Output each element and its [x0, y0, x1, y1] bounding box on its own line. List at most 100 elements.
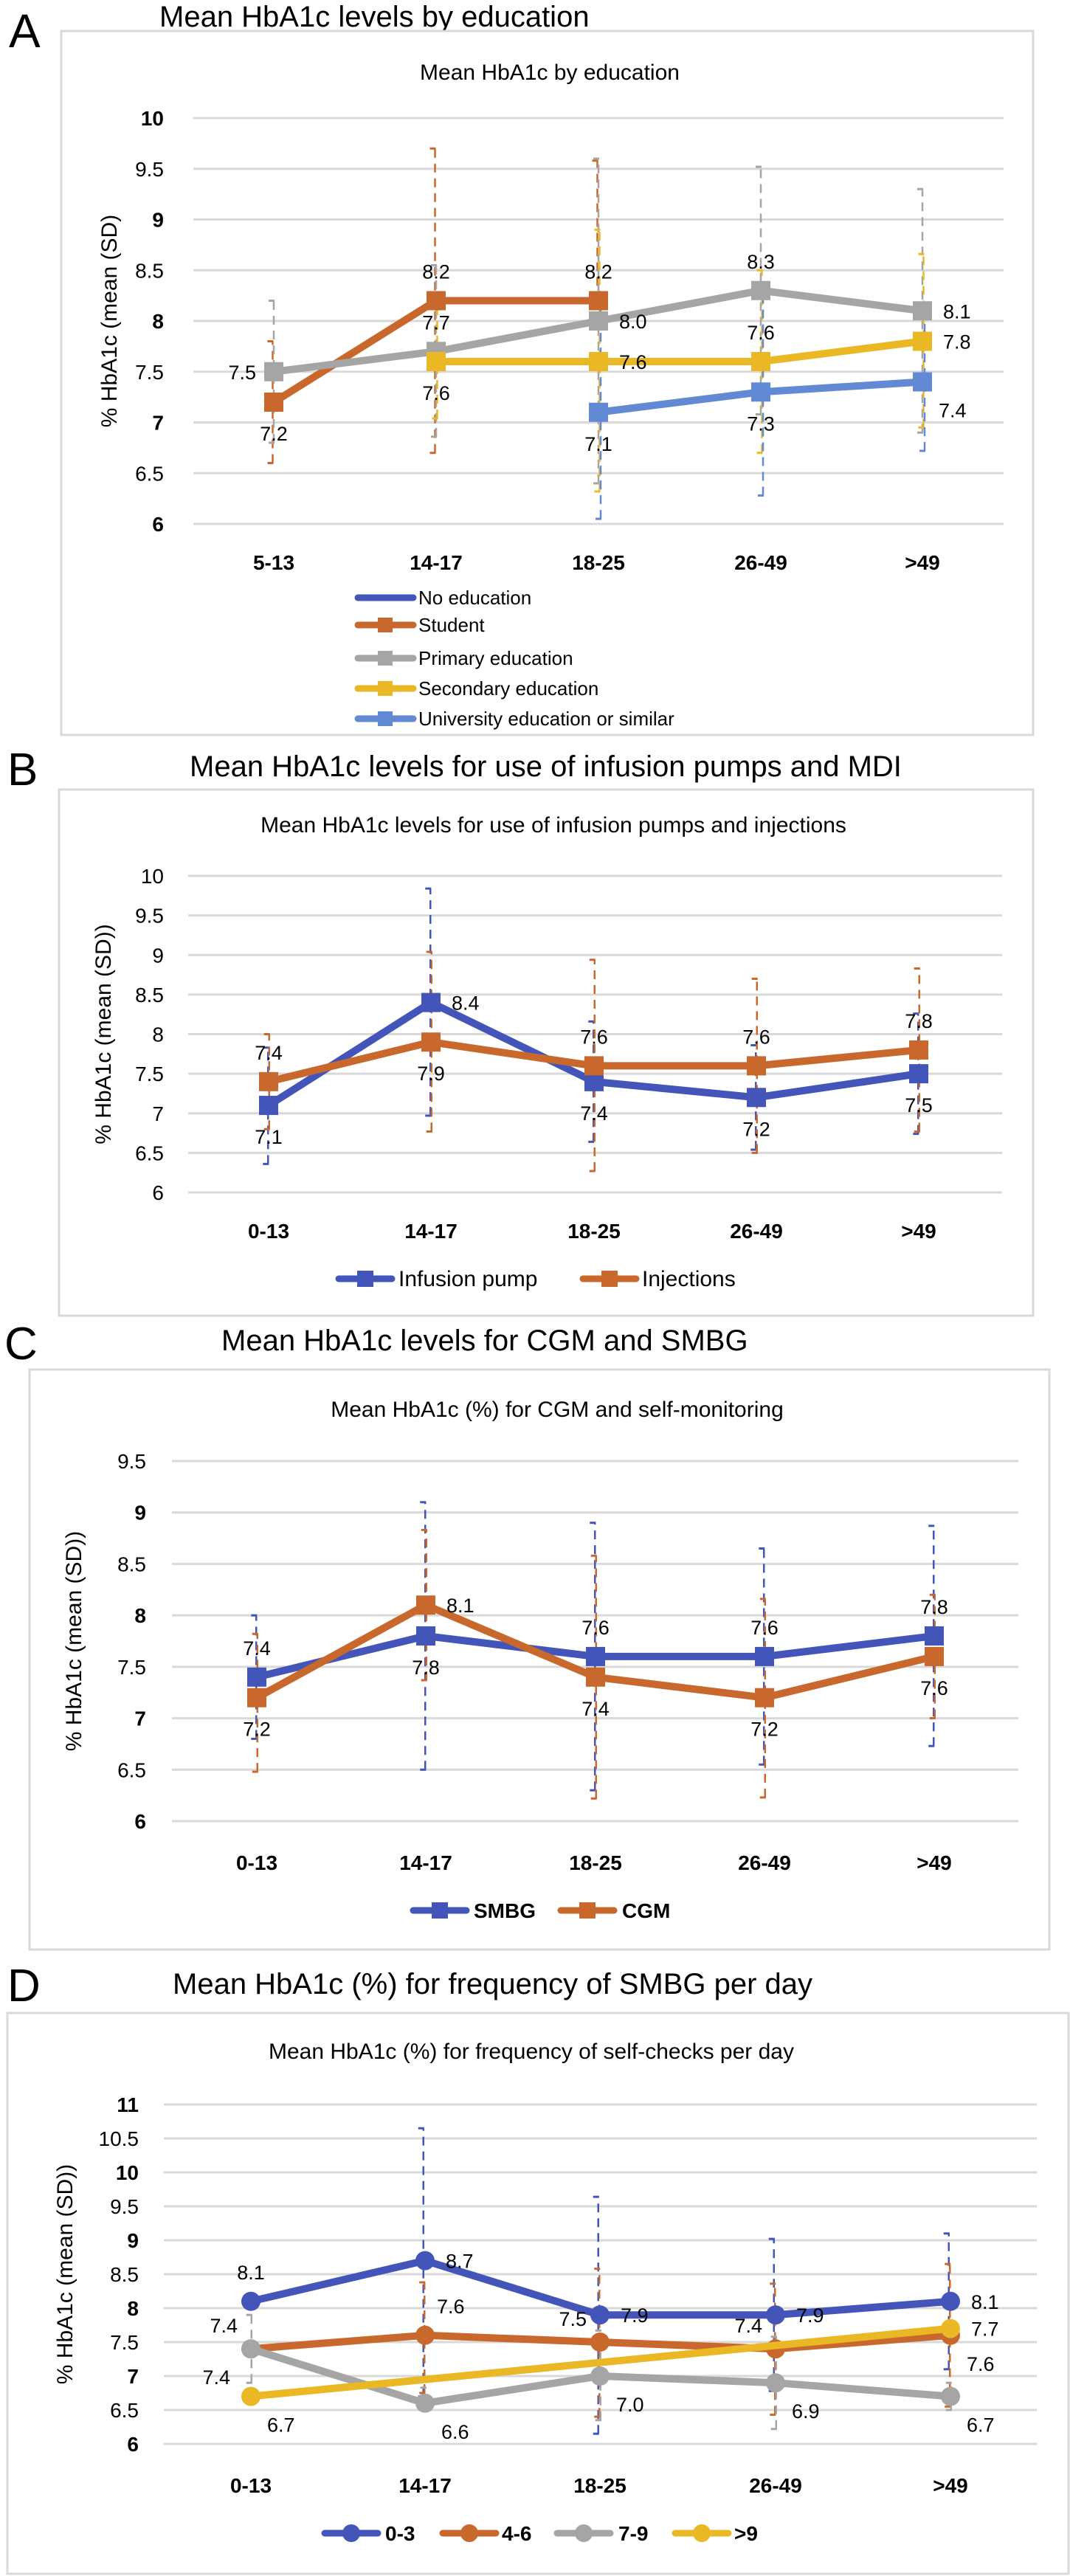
data-label: 7.2	[243, 1719, 271, 1741]
chart-subtitle: Mean HbA1c by education	[420, 61, 680, 85]
data-label: 7.6	[742, 1026, 770, 1048]
x-tick-label: 26-49	[734, 551, 787, 574]
data-point-7-9	[941, 2386, 960, 2406]
panel-d: D Mean HbA1c (%) for frequency of SMBG pe…	[6, 1961, 1070, 2575]
x-tick-label: 0-13	[230, 2474, 272, 2497]
x-tick-label: 18-25	[569, 1851, 622, 1874]
x-tick-label: 5-13	[253, 551, 294, 574]
panel-letter: B	[7, 745, 38, 795]
y-tick-label: 7.5	[135, 361, 164, 384]
legend-item: 0-3	[321, 2522, 415, 2545]
y-axis-title: % HbA1c (mean (SD))	[92, 924, 116, 1144]
y-tick-label: 7	[134, 1707, 146, 1730]
panel-letter: D	[7, 1961, 41, 2012]
data-point-student	[427, 291, 446, 311]
legend-item: No education	[354, 587, 531, 609]
data-label: 7.9	[621, 2304, 649, 2327]
data-label: 8.7	[446, 2251, 474, 2273]
data-point-cgm	[416, 1595, 435, 1615]
data-label: 8.2	[584, 261, 612, 283]
y-tick-label: 9	[134, 1502, 146, 1524]
y-tick-label: 6.5	[117, 1758, 146, 1781]
legend-item: Injections	[579, 1267, 736, 1291]
legend-label: Secondary education	[418, 677, 598, 700]
data-label: 7.9	[417, 1063, 445, 1085]
data-point-4-6	[415, 2325, 435, 2345]
data-label: 7.2	[750, 1719, 779, 1741]
legend-label: Injections	[642, 1267, 736, 1291]
legend-label: Primary education	[418, 647, 573, 669]
x-tick-label: >49	[901, 1220, 936, 1243]
panel-b: B Mean HbA1c levels for use of infusion p…	[7, 745, 1035, 1317]
y-tick-label: 8.5	[117, 1553, 146, 1575]
data-point-primary-education	[913, 301, 932, 321]
data-point-7-9	[241, 2339, 260, 2359]
panel-title: Mean HbA1c levels for use of infusion pu…	[190, 750, 902, 783]
data-point-0-3	[241, 2291, 260, 2311]
legend-label: CGM	[622, 1899, 670, 1922]
data-label: 7.4	[255, 1042, 283, 1064]
legend-swatch-marker	[601, 1271, 618, 1287]
panel-a: A Mean HbA1c levels by education Mean HbA1…	[9, 1, 1035, 736]
data-point-university-education-or-similar	[589, 402, 608, 422]
legend-item: Secondary education	[354, 677, 598, 700]
legend-label: Student	[418, 614, 485, 636]
data-label: 7.6	[581, 1617, 610, 1639]
data-label: 7.1	[255, 1126, 283, 1148]
y-tick-label: 9.5	[117, 1450, 146, 1473]
x-tick-label: 26-49	[738, 1851, 791, 1874]
legend-swatch-marker	[693, 2524, 711, 2542]
legend-swatch-marker	[378, 651, 393, 666]
data-label: 7.4	[734, 2315, 762, 2337]
legend-item: 7-9	[553, 2522, 648, 2545]
data-label: 7.6	[437, 2296, 465, 2318]
legend-swatch-marker	[342, 2524, 360, 2542]
data-point-smbg	[586, 1646, 605, 1666]
data-label: 8.1	[237, 2262, 265, 2284]
data-point-university-education-or-similar	[751, 382, 770, 402]
y-tick-label: 9	[127, 2229, 139, 2252]
data-point-injections	[747, 1056, 766, 1076]
chart-subtitle: Mean HbA1c (%) for frequency of self-che…	[269, 2040, 794, 2064]
data-point-0-3	[766, 2305, 785, 2325]
data-label: 7.6	[920, 1677, 948, 1699]
y-tick-label: 6	[127, 2433, 139, 2456]
data-label: 7.6	[967, 2353, 995, 2375]
x-tick-label: 18-25	[573, 2474, 627, 2497]
legend-label: 0-3	[385, 2522, 415, 2545]
data-point-primary-education	[264, 362, 283, 381]
y-tick-label: 6.5	[110, 2399, 139, 2422]
y-tick-label: 8	[152, 1023, 164, 1046]
legend-item: SMBG	[410, 1899, 536, 1922]
data-label: 7.5	[905, 1094, 933, 1116]
data-point-injections	[259, 1071, 278, 1091]
x-tick-label: >49	[933, 2474, 968, 2497]
y-tick-label: 11	[117, 2093, 139, 2116]
data-point-injections	[421, 1032, 441, 1052]
x-tick-label: 18-25	[572, 551, 625, 574]
data-label: 7.8	[905, 1010, 933, 1032]
y-tick-label: 6	[152, 513, 164, 536]
data-label: 7.4	[202, 2366, 230, 2389]
data-label: 7.6	[750, 1617, 779, 1639]
data-point-secondary-education	[751, 352, 770, 371]
data-label: 8.1	[943, 300, 971, 322]
data-label: 7.4	[581, 1698, 610, 1720]
legend-label: Infusion pump	[398, 1267, 537, 1291]
data-label: 7.8	[920, 1596, 948, 1618]
data-point-secondary-education	[427, 352, 446, 371]
data-point-university-education-or-similar	[913, 372, 932, 392]
y-tick-label: 8.5	[110, 2263, 139, 2286]
data-point-smbg	[755, 1646, 774, 1666]
y-tick-label: 6.5	[135, 1142, 164, 1164]
data-point-0-3	[415, 2251, 435, 2271]
x-tick-label: 18-25	[567, 1220, 621, 1243]
legend-label: No education	[418, 587, 531, 609]
data-point-smbg	[925, 1626, 944, 1646]
data-label: 6.9	[792, 2400, 820, 2423]
data-label: 8.1	[971, 2291, 999, 2313]
series-line-secondary-education	[436, 337, 923, 365]
data-label: 7.6	[422, 382, 450, 404]
series-line-9	[250, 2324, 951, 2400]
x-tick-label: >49	[905, 551, 940, 574]
